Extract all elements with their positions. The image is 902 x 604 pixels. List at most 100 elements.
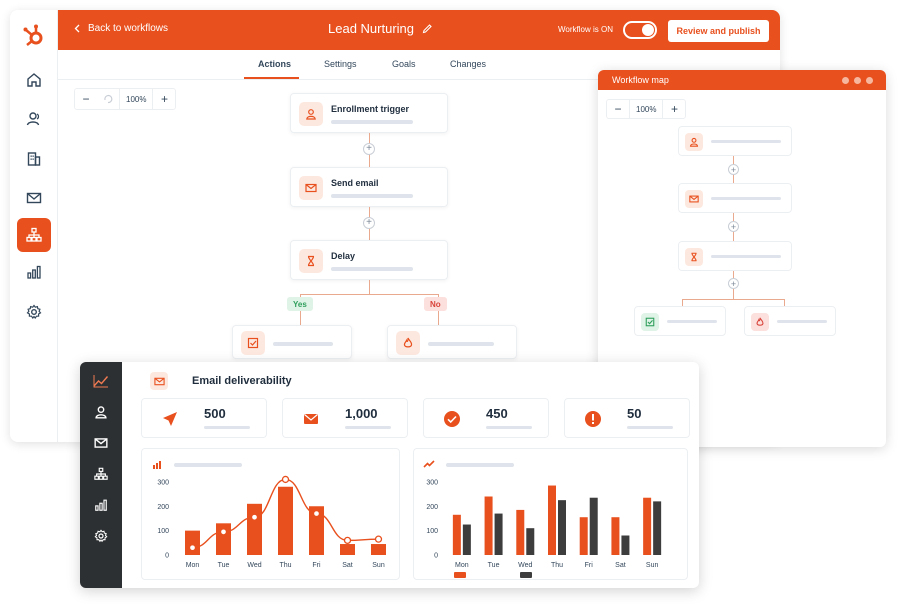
map-zoom-level: 100% [629, 100, 664, 118]
workflow-on-toggle[interactable] [623, 21, 657, 39]
gear-icon[interactable] [91, 526, 111, 546]
placeholder-bar [711, 255, 781, 258]
pencil-icon[interactable] [422, 23, 433, 34]
flame-icon [396, 331, 420, 355]
map-zoom-in-button[interactable]: + [670, 102, 678, 116]
person-icon[interactable] [91, 402, 111, 422]
stat-card-bounced[interactable]: 50 [564, 398, 690, 438]
zoom-reset-icon[interactable] [97, 89, 119, 109]
send-icon [160, 409, 180, 429]
tab-actions[interactable]: Actions [258, 59, 292, 69]
window-dot[interactable] [866, 77, 873, 84]
add-action-button[interactable]: + [363, 143, 375, 155]
placeholder-bar [428, 342, 494, 346]
tab-settings[interactable]: Settings [324, 59, 357, 69]
x-tick-label: Wed [247, 562, 261, 569]
workflow-title[interactable]: Lead Nurturing [328, 21, 433, 36]
add-action-button[interactable]: + [363, 217, 375, 229]
bar [216, 523, 231, 555]
bar [526, 528, 535, 555]
legend-swatch [520, 572, 532, 578]
settings-icon[interactable] [18, 296, 50, 328]
reports-icon[interactable] [18, 256, 50, 288]
workflow-map-window: Workflow map − 100% + + + + [598, 70, 886, 447]
stat-card-sent[interactable]: 500 [141, 398, 267, 438]
map-branch-line [682, 299, 784, 300]
branch-yes-label: Yes [287, 297, 313, 311]
x-tick-label: Tue [218, 562, 230, 569]
delay-node[interactable]: Delay [290, 240, 448, 280]
trend-icon[interactable] [91, 371, 111, 391]
map-add-button[interactable]: + [728, 278, 739, 289]
workflow-map-title: Workflow map [612, 75, 669, 85]
bar-chart-icon[interactable] [91, 495, 111, 515]
bar [278, 486, 293, 555]
line-point [343, 536, 352, 545]
chart-panel-compare: 300 200 100 0 Mon Tue Wed Thu Fri Sat Sun [413, 448, 688, 580]
app-sidebar [10, 10, 58, 442]
map-node-email[interactable] [678, 183, 792, 213]
map-add-button[interactable]: + [728, 221, 739, 232]
network-icon[interactable] [91, 464, 111, 484]
bar [494, 513, 503, 555]
check-circle-icon [442, 409, 462, 429]
map-add-button[interactable]: + [728, 164, 739, 175]
tab-goals[interactable]: Goals [392, 59, 416, 69]
back-to-workflows-link[interactable]: Back to workflows [74, 23, 168, 34]
bar [548, 485, 556, 555]
review-and-publish-button[interactable]: Review and publish [668, 20, 769, 42]
home-icon[interactable] [18, 64, 50, 96]
dashboard-title: Email deliverability [192, 375, 292, 387]
bar [340, 544, 355, 555]
zoom-controls: − 100% + [74, 88, 177, 110]
legend-swatch [454, 572, 466, 578]
active-tab-indicator [244, 77, 299, 79]
bar [643, 497, 652, 555]
x-tick-label: Sun [372, 562, 385, 569]
no-branch-node[interactable] [387, 325, 517, 359]
placeholder-bar [204, 426, 250, 429]
bar [185, 530, 200, 555]
tab-changes[interactable]: Changes [450, 59, 487, 69]
connector-line [369, 280, 370, 294]
window-dot[interactable] [854, 77, 861, 84]
hubspot-logo-icon[interactable] [18, 20, 50, 52]
map-node-delay[interactable] [678, 241, 792, 271]
envelope-icon [299, 176, 323, 200]
toggle-knob [642, 24, 654, 36]
map-node-yes[interactable] [634, 306, 726, 336]
y-tick-label: 200 [426, 504, 438, 511]
bar [484, 496, 493, 555]
bar [558, 500, 566, 555]
yes-branch-node[interactable] [232, 325, 352, 359]
combo-chart: 300 200 100 0 Mon Tue Wed Thu Fri Sat Sun [157, 475, 386, 569]
placeholder-bar [331, 120, 413, 124]
envelope-icon[interactable] [91, 433, 111, 453]
bar [462, 524, 471, 555]
y-tick-label: 300 [426, 479, 438, 486]
map-zoom-out-button[interactable]: − [614, 102, 622, 116]
zoom-in-button[interactable]: + [160, 92, 168, 106]
enrollment-trigger-node[interactable]: Enrollment trigger [290, 93, 448, 133]
bar [579, 517, 588, 555]
window-dot[interactable] [842, 77, 849, 84]
email-icon[interactable] [18, 182, 50, 214]
placeholder-bar [667, 320, 717, 323]
send-email-node[interactable]: Send email [290, 167, 448, 207]
stat-card-opened[interactable]: 450 [423, 398, 549, 438]
node-title: Send email [331, 178, 379, 188]
workflows-icon[interactable] [17, 218, 51, 252]
y-tick-label: 200 [157, 504, 169, 511]
y-tick-label: 100 [157, 528, 169, 535]
bar [371, 544, 386, 555]
bar [589, 497, 598, 555]
map-node-no[interactable] [744, 306, 836, 336]
stat-value: 50 [627, 406, 642, 421]
map-node-trigger[interactable] [678, 126, 792, 156]
placeholder-bar [486, 426, 532, 429]
zoom-out-button[interactable]: − [82, 92, 90, 106]
companies-icon[interactable] [18, 143, 50, 175]
stat-card-delivered[interactable]: 1,000 [282, 398, 408, 438]
chart-panel-daily: 300 200 100 0 Mon Tue Wed Thu Fri Sat Sun [141, 448, 400, 580]
contacts-icon[interactable] [18, 103, 50, 135]
